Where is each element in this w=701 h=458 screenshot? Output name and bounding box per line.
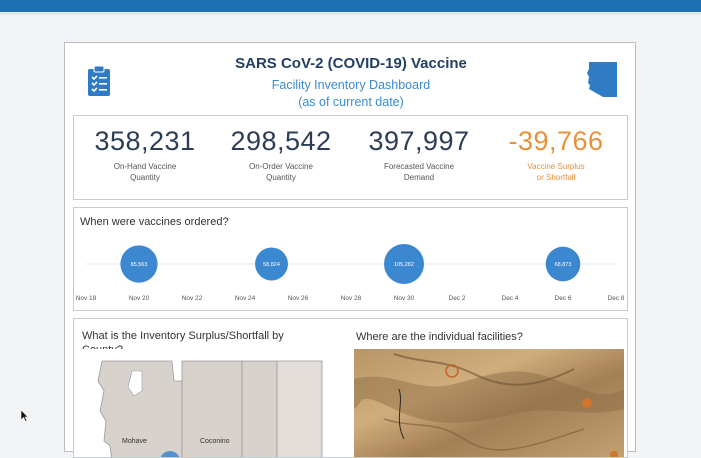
kpi-forecasted-demand[interactable]: 397,997 Forecasted Vaccine Demand	[354, 126, 484, 183]
facility-satellite-map[interactable]	[354, 349, 624, 458]
timeline-bubble-label: 68,873	[555, 262, 572, 268]
timeline-tick-label: Nov 20	[129, 295, 150, 302]
kpi-label-line-1: On-Hand Vaccine	[113, 162, 177, 171]
page-subtitle: Facility Inventory Dashboard (as of curr…	[65, 77, 637, 111]
kpi-label-line-2: Quantity	[130, 173, 160, 182]
timeline-tick-label: Nov 22	[182, 295, 203, 302]
order-timeline-chart[interactable]: Nov 18 Nov 20 Nov 22 Nov 24 Nov 26 Nov 28 Nov …	[74, 208, 627, 310]
kpi-label-line-2: Demand	[403, 173, 435, 182]
timeline-tick-label: Dec 8	[608, 295, 625, 302]
mouse-cursor-icon	[21, 410, 29, 422]
top-bar-shadow	[0, 12, 701, 15]
dashboard-header: SARS CoV-2 (COVID-19) Vaccine Facility I…	[65, 43, 637, 113]
page-title: SARS CoV-2 (COVID-19) Vaccine	[235, 55, 467, 72]
clipboard-checklist-icon	[88, 65, 110, 96]
facility-marker[interactable]	[445, 364, 459, 378]
county-label-coconino: Coconino	[200, 438, 230, 445]
kpi-value: 298,542	[230, 126, 332, 156]
order-timeline-panel: Nov 18 Nov 20 Nov 22 Nov 24 Nov 26 Nov 28 Nov …	[73, 207, 628, 311]
timeline-tick-label: Nov 26	[288, 295, 309, 302]
timeline-tick-label: Nov 18	[76, 295, 97, 302]
maps-panel: What is the Inventory Surplus/Shortfall …	[73, 318, 628, 458]
kpi-on-order[interactable]: 298,542 On-Order Vaccine Quantity	[216, 126, 346, 183]
kpi-label-line-1: Vaccine Surplus	[527, 162, 585, 171]
kpi-on-hand[interactable]: 358,231 On-Hand Vaccine Quantity	[80, 126, 210, 183]
kpi-label-line-1: Forecasted Vaccine	[383, 162, 455, 171]
timeline-tick-label: Dec 2	[449, 295, 466, 302]
county-map[interactable]: Mohave Coconino	[82, 351, 347, 458]
subtitle-line-1: Facility Inventory Dashboard	[271, 78, 431, 92]
county-label-mohave: Mohave	[122, 438, 147, 445]
timeline-tick-label: Dec 4	[502, 295, 519, 302]
kpi-label: Forecasted Vaccine Demand	[354, 161, 484, 183]
timeline-tick-label: Nov 28	[341, 295, 362, 302]
kpi-value: 397,997	[368, 126, 470, 156]
timeline-bubble[interactable]	[120, 245, 158, 283]
facility-marker[interactable]	[582, 398, 592, 408]
kpi-value: -39,766	[508, 126, 604, 156]
dashboard: SARS CoV-2 (COVID-19) Vaccine Facility I…	[64, 42, 637, 458]
timeline-bubble-label: 58,824	[263, 262, 280, 268]
kpi-value: 358,231	[94, 126, 196, 156]
timeline-bubble-label: 105,282	[394, 262, 414, 268]
subtitle-line-2: (as of current date)	[298, 95, 404, 109]
timeline-bubble[interactable]	[384, 244, 424, 284]
timeline-tick-label: Nov 30	[394, 295, 415, 302]
kpi-label-line-1: On-Order Vaccine	[249, 162, 313, 171]
timeline-tick-label: Dec 6	[555, 295, 572, 302]
kpi-panel: 358,231 On-Hand Vaccine Quantity 298,542…	[73, 115, 628, 200]
kpi-label-line-2: or Shortfall	[536, 173, 576, 182]
county-map-title: What is the Inventory Surplus/Shortfall …	[82, 330, 284, 349]
timeline-bubble[interactable]	[545, 246, 581, 282]
kpi-label-line-2: Quantity	[266, 173, 296, 182]
kpi-label: On-Order Vaccine Quantity	[216, 161, 346, 183]
timeline-bubble[interactable]	[255, 247, 288, 281]
timeline-tick-label: Nov 24	[235, 295, 256, 302]
kpi-label: On-Hand Vaccine Quantity	[80, 161, 210, 183]
kpi-surplus-shortfall[interactable]: -39,766 Vaccine Surplus or Shortfall	[491, 126, 621, 183]
window-top-bar	[0, 0, 701, 12]
kpi-label: Vaccine Surplus or Shortfall	[491, 161, 621, 183]
timeline-bubble-label: 85,563	[131, 262, 148, 268]
arizona-state-icon	[587, 62, 617, 97]
timeline-title: When were vaccines ordered?	[80, 216, 229, 228]
facility-map-title: Where are the individual facilities?	[356, 331, 523, 343]
